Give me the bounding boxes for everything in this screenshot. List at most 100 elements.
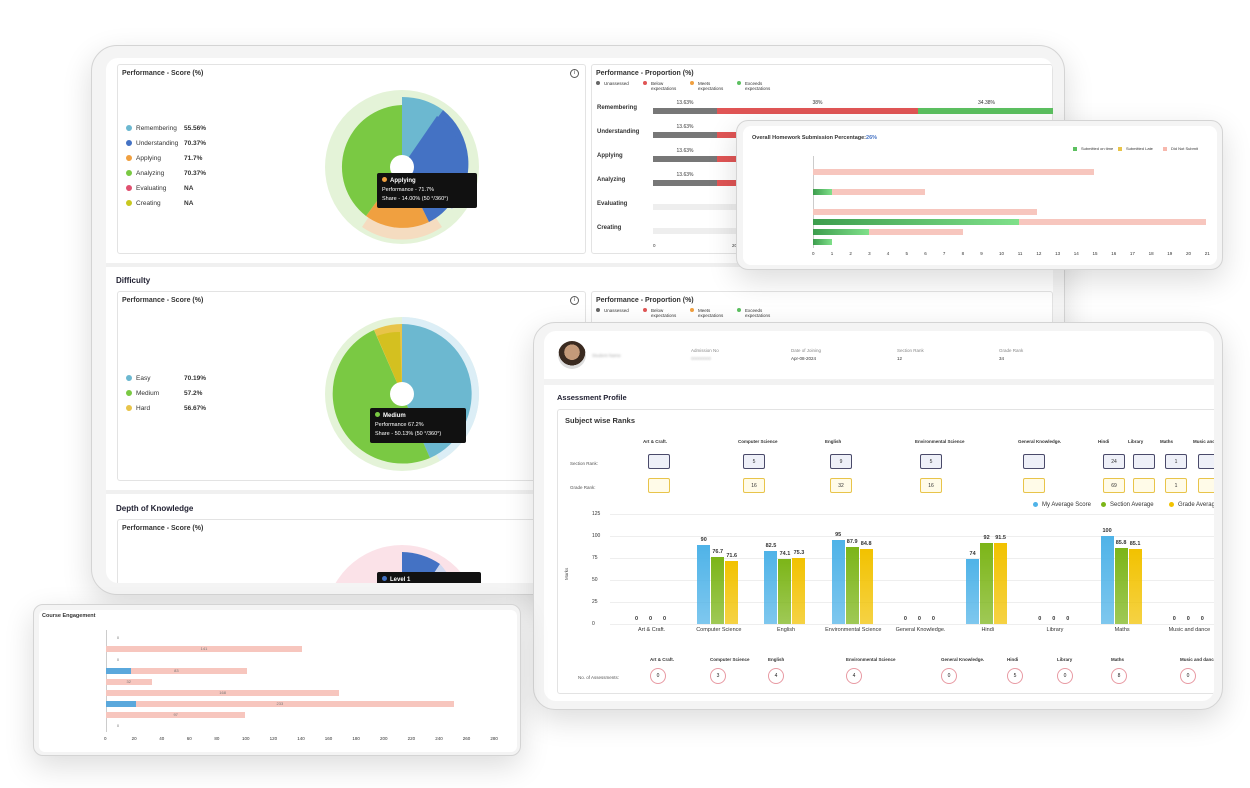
legend-item[interactable]: Grade Average	[1169, 502, 1214, 508]
bar-not-submitted[interactable]	[813, 228, 963, 235]
score-bar[interactable]	[711, 556, 725, 624]
legend-item[interactable]: Exceeds expectations	[737, 81, 770, 91]
assessment-count[interactable]: 5	[1007, 668, 1023, 684]
grade-rank-box[interactable]: 16	[920, 478, 942, 493]
axis-tick: 3	[868, 251, 871, 256]
score-bar[interactable]	[697, 544, 711, 624]
legend-item[interactable]: Medium 57.2%	[126, 390, 246, 400]
section-rank-box[interactable]	[1133, 454, 1155, 469]
bar-on-time[interactable]	[813, 228, 870, 235]
proportion-segment[interactable]	[653, 156, 717, 162]
proportion-segment[interactable]	[717, 108, 918, 114]
legend-item[interactable]: Submitted Late	[1118, 146, 1153, 151]
axis-tick: 2	[849, 251, 852, 256]
score-bar[interactable]	[778, 558, 792, 624]
grade-rank-box[interactable]: 32	[830, 478, 852, 493]
score-bar[interactable]	[1128, 549, 1142, 624]
bar-on-time[interactable]	[813, 188, 832, 195]
legend-item[interactable]: Easy 70.19%	[126, 375, 246, 385]
legend-item[interactable]: Unassessed	[596, 81, 629, 91]
legend-item[interactable]: Evaluating NA	[126, 185, 246, 195]
section-rank-box[interactable]: 24	[1103, 454, 1125, 469]
engagement-bar-primary[interactable]	[106, 700, 137, 707]
score-bar[interactable]	[1114, 548, 1128, 624]
score-bar[interactable]	[859, 549, 873, 624]
grade-rank-box[interactable]	[1198, 478, 1214, 493]
proportion-segment[interactable]	[918, 108, 1053, 114]
assessment-count[interactable]: 8	[1111, 668, 1127, 684]
score-bar[interactable]	[831, 540, 845, 624]
grade-rank-box[interactable]	[648, 478, 670, 493]
engagement-bar[interactable]	[106, 678, 152, 685]
legend-item[interactable]: Creating NA	[126, 200, 246, 210]
score-bar[interactable]	[980, 543, 994, 624]
section-rank-box[interactable]	[1023, 454, 1045, 469]
score-bar[interactable]	[845, 546, 859, 624]
grade-rank-box[interactable]	[1023, 478, 1045, 493]
bar-on-time[interactable]	[813, 238, 832, 245]
grade-rank-box[interactable]: 1	[1165, 478, 1187, 493]
section-rank-box[interactable]: 5	[743, 454, 765, 469]
legend-item[interactable]: Below expectations	[643, 308, 676, 318]
legend-item[interactable]: Analyzing 70.37%	[126, 170, 246, 180]
legend-item[interactable]: My Average Score	[1033, 502, 1091, 508]
subject-header: Library	[1128, 439, 1144, 444]
legend-item[interactable]: Remembering 55.56%	[126, 125, 246, 135]
engagement-bar[interactable]	[106, 667, 247, 674]
legend-item[interactable]: Below expectations	[643, 81, 676, 91]
assessment-count[interactable]: 0	[941, 668, 957, 684]
engagement-bar-primary[interactable]	[106, 667, 131, 674]
bar-not-submitted[interactable]	[813, 208, 1038, 215]
section-rank-box[interactable]: 1	[1165, 454, 1187, 469]
grade-rank-box[interactable]: 69	[1103, 478, 1125, 493]
legend-item[interactable]: Submitted on time	[1073, 146, 1113, 151]
section-rank-box[interactable]	[1198, 454, 1214, 469]
info-icon[interactable]: i	[570, 296, 579, 305]
assessment-count[interactable]: 0	[650, 668, 666, 684]
score-bar[interactable]	[994, 543, 1008, 624]
axis-tick: 0	[653, 243, 656, 248]
proportion-segment[interactable]	[653, 132, 717, 138]
legend-item[interactable]: Exceeds expectations	[737, 308, 770, 318]
engagement-bar[interactable]	[106, 689, 340, 696]
engagement-bar[interactable]	[106, 645, 302, 652]
section-rank-box[interactable]	[648, 454, 670, 469]
legend-item[interactable]: Hard 56.67%	[126, 405, 246, 415]
legend-item[interactable]: Unassessed	[596, 308, 629, 318]
engagement-bar[interactable]	[106, 711, 246, 718]
score-bar[interactable]	[792, 557, 806, 624]
bar-not-submitted[interactable]	[813, 168, 1094, 175]
legend-item[interactable]: Applying 71.7%	[126, 155, 246, 165]
bloom-pie[interactable]	[322, 87, 482, 247]
grade-rank-box[interactable]: 16	[743, 478, 765, 493]
legend-item[interactable]: Section Average	[1101, 502, 1154, 508]
legend-item[interactable]: Meets expectations	[690, 81, 723, 91]
legend-item[interactable]: Meets expectations	[690, 308, 723, 318]
assessment-count[interactable]: 0	[1057, 668, 1073, 684]
legend-label: expectations	[698, 86, 724, 91]
proportion-segment[interactable]	[653, 180, 717, 186]
legend-dot	[1033, 502, 1038, 507]
section-rank-box[interactable]: 9	[830, 454, 852, 469]
score-bar[interactable]	[764, 551, 778, 624]
legend-value: 57.2%	[184, 390, 203, 397]
proportion-segment[interactable]	[653, 108, 717, 114]
legend-dot	[126, 405, 132, 411]
assessment-count[interactable]: 4	[768, 668, 784, 684]
grade-rank-box[interactable]	[1133, 478, 1155, 493]
legend-item[interactable]: Did Not Submit	[1163, 146, 1198, 151]
section-rank-box[interactable]: 5	[920, 454, 942, 469]
assessment-count[interactable]: 4	[846, 668, 862, 684]
assessment-count[interactable]: 0	[1180, 668, 1196, 684]
engagement-bar[interactable]	[106, 700, 454, 707]
score-bar[interactable]	[1100, 536, 1114, 624]
assessment-count[interactable]: 3	[710, 668, 726, 684]
score-bar[interactable]	[966, 558, 980, 624]
info-icon[interactable]: i	[570, 69, 579, 78]
score-bar[interactable]	[725, 560, 739, 624]
legend-item[interactable]: Understanding 70.37%	[126, 140, 246, 150]
bar-on-time[interactable]	[813, 218, 1019, 225]
field-label: Date of Joining	[791, 348, 822, 353]
difficulty-pie[interactable]	[322, 314, 482, 474]
bar-not-submitted[interactable]	[813, 188, 926, 195]
